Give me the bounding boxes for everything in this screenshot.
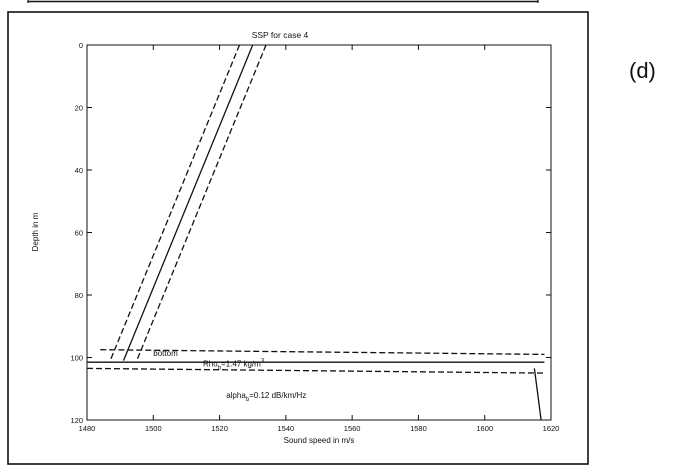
x-tick-label: 1520 xyxy=(211,424,228,433)
x-tick-label: 1580 xyxy=(410,424,427,433)
series-line-4-dashed xyxy=(100,349,545,356)
x-tick-label: 1620 xyxy=(543,424,560,433)
y-tick-label: 120 xyxy=(70,416,83,425)
annotation-rho: Rhob=1.47 kg/m3 xyxy=(203,358,265,371)
annotation-bottom: bottom xyxy=(153,349,178,358)
panel-label: (d) xyxy=(629,58,656,83)
x-axis-label: Sound speed in m/s xyxy=(284,436,355,445)
y-tick-label: 20 xyxy=(75,104,83,113)
y-tick-label: 80 xyxy=(75,291,83,300)
series-line-6-dashed xyxy=(86,367,545,374)
y-axis-ticks: 0 20 40 60 80 100 120 xyxy=(70,41,551,425)
y-tick-label: 100 xyxy=(70,354,83,363)
y-tick-label: 0 xyxy=(79,41,83,50)
series-line-3-dashed xyxy=(136,44,267,361)
series-line-7-solid xyxy=(533,368,542,421)
x-tick-label: 1500 xyxy=(145,424,162,433)
figure-frame xyxy=(7,11,589,465)
y-tick-label: 60 xyxy=(75,229,83,238)
x-axis-ticks: 1480 1500 1520 1540 1560 1580 1600 1620 xyxy=(79,45,560,433)
annotation-alpha: alphab=0.12 dB/km/Hz xyxy=(226,391,306,403)
y-tick-label: 40 xyxy=(75,166,83,175)
y-axis-label: Depth in m xyxy=(31,212,40,251)
series-line-1-solid xyxy=(122,44,254,361)
chart: SSP for case 4 bottom Rhob=1.47 kg/m3 alph… xyxy=(31,30,559,445)
series-layer xyxy=(86,44,545,421)
x-tick-label: 1600 xyxy=(476,424,493,433)
annotation-layer: bottom Rhob=1.47 kg/m3 alphab=0.12 dB/km/H… xyxy=(153,349,306,403)
series-line-2-dashed xyxy=(109,44,241,361)
x-tick-label: 1560 xyxy=(344,424,361,433)
x-tick-label: 1540 xyxy=(278,424,295,433)
chart-title: SSP for case 4 xyxy=(252,30,309,40)
x-tick-label: 1480 xyxy=(79,424,96,433)
